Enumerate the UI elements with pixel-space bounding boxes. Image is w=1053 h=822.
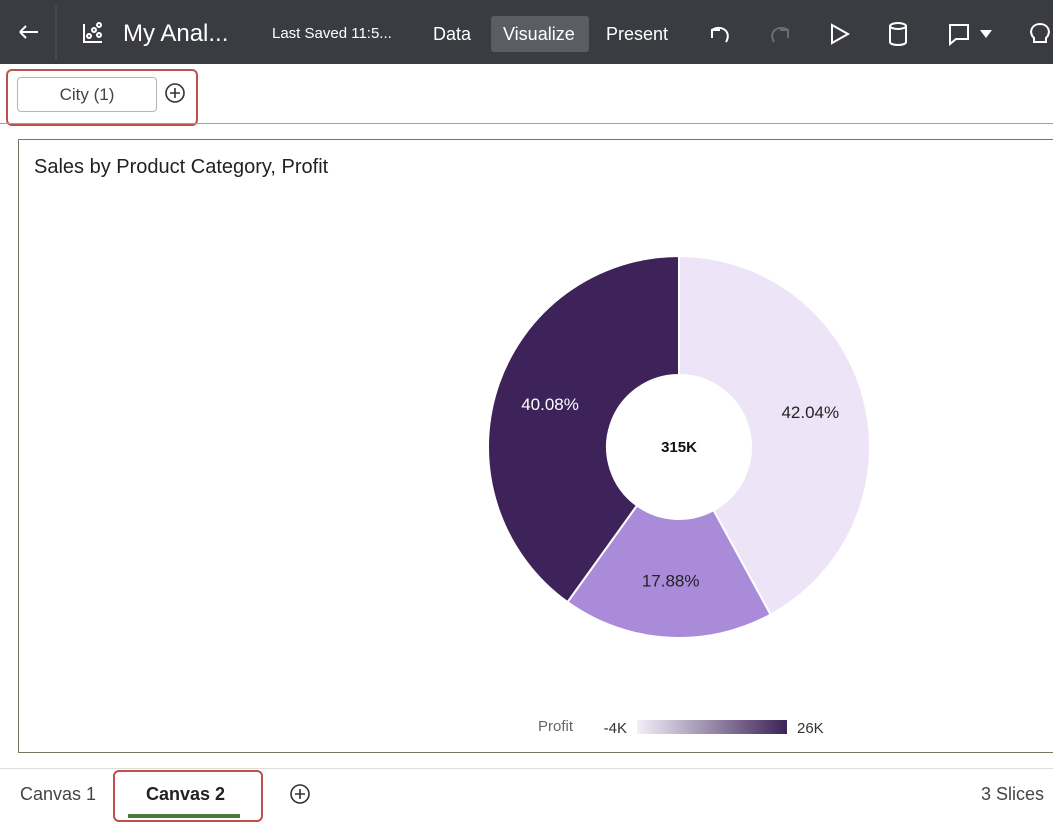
slice-count: 3 Slices	[980, 784, 1044, 804]
donut-slice	[566, 504, 772, 639]
legend-min: -4K	[604, 720, 627, 737]
active-tab-bg	[491, 16, 589, 52]
slice-label: 17.88%	[642, 572, 700, 591]
tab-separator	[0, 768, 1053, 769]
legend-max: 26K	[797, 720, 824, 737]
highlight	[6, 69, 198, 126]
dot	[91, 27, 97, 33]
analysis-title: My Anal...	[123, 20, 229, 47]
tab-visualize[interactable]: Visualize	[503, 24, 575, 44]
dot	[96, 22, 102, 28]
data-icon-body	[889, 26, 907, 46]
analysis-icon	[83, 24, 102, 43]
add-canvas[interactable]	[288, 783, 312, 807]
comment-icon[interactable]	[949, 24, 969, 47]
undo-icon[interactable]	[711, 26, 729, 43]
slice-label: 42.04%	[781, 403, 839, 422]
dot	[86, 33, 92, 39]
tab-data[interactable]: Data	[433, 24, 472, 44]
redo-icon	[771, 26, 789, 43]
dropdown-icon[interactable]	[980, 30, 992, 38]
viz-panel	[18, 139, 1053, 753]
canvas-tab-active[interactable]: Canvas 2	[146, 784, 226, 804]
filter-chip[interactable]: City (1)	[17, 77, 157, 112]
donut-slice	[678, 254, 871, 616]
saved-status: Last Saved 11:5...	[272, 25, 392, 42]
dot	[96, 32, 102, 38]
legend-title: Profit	[538, 718, 574, 735]
separator	[0, 123, 1053, 124]
play-icon[interactable]	[831, 23, 851, 45]
tab-present[interactable]: Present	[606, 24, 669, 44]
insights-icon[interactable]	[1030, 22, 1050, 43]
toolbar: My Anal... Last Saved 11:5... Data Visua…	[0, 0, 1053, 64]
back-icon[interactable]	[19, 25, 38, 39]
legend-gradient	[637, 720, 787, 734]
active-indicator	[128, 814, 240, 818]
highlight	[113, 770, 263, 822]
toolbar-icons	[19, 6, 1050, 60]
slice-label: 40.08%	[521, 395, 579, 414]
donut-slice	[487, 254, 680, 604]
center-label: 315K	[661, 439, 697, 456]
viz-title: Sales by Product Category, Profit	[34, 156, 329, 178]
add-filter[interactable]	[163, 83, 187, 107]
canvas-tab[interactable]: Canvas 1	[20, 784, 97, 804]
